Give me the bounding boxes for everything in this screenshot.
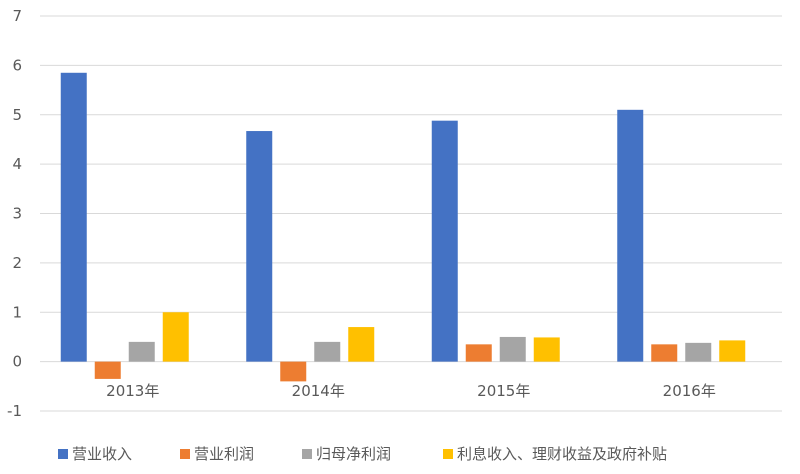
bar-1-2015年 (431, 120, 458, 362)
bar-4-2014年 (348, 327, 375, 362)
y-tick-label: -1 (7, 402, 22, 420)
bar-1-2014年 (246, 131, 273, 362)
bar-2-2014年 (280, 361, 307, 382)
legend: 营业收入 营业利润 归母净利润 利息收入、理财收益及政府补贴 (58, 445, 667, 463)
bar-1-2013年 (60, 72, 87, 362)
x-axis-ticks: 2013年 2014年 2015年 2016年 (106, 382, 716, 400)
y-axis-ticks: -1 0 1 2 3 4 5 6 7 (7, 7, 22, 420)
bar-4-2015年 (533, 337, 560, 362)
y-tick-label: 2 (12, 254, 22, 272)
legend-swatch (302, 449, 312, 459)
y-tick-label: 5 (12, 106, 22, 124)
bar-2-2013年 (94, 361, 121, 379)
bar-4-2016年 (719, 340, 746, 362)
y-tick-label: 6 (12, 56, 22, 74)
x-tick-label: 2013年 (106, 382, 159, 400)
x-tick-label: 2014年 (292, 382, 345, 400)
legend-label: 营业利润 (194, 445, 254, 463)
legend-label: 营业收入 (72, 445, 132, 463)
y-tick-label: 7 (12, 7, 22, 25)
legend-swatch (58, 449, 68, 459)
x-tick-label: 2015年 (477, 382, 530, 400)
bar-1-2016年 (617, 109, 644, 362)
legend-swatch (443, 449, 453, 459)
x-tick-label: 2016年 (663, 382, 716, 400)
y-tick-label: 0 (12, 353, 22, 371)
y-tick-label: 1 (12, 303, 22, 321)
y-tick-label: 4 (12, 155, 22, 173)
bar-3-2016年 (685, 342, 712, 362)
legend-swatch (180, 449, 190, 459)
bar-2-2016年 (651, 344, 678, 362)
bar-4-2013年 (162, 312, 189, 362)
bar-3-2014年 (314, 341, 341, 362)
bar-3-2013年 (128, 341, 155, 362)
legend-label: 归母净利润 (316, 445, 391, 463)
bar-3-2015年 (499, 336, 526, 362)
bars (60, 72, 746, 382)
legend-label: 利息收入、理财收益及政府补贴 (457, 445, 667, 463)
bar-2-2015年 (465, 344, 492, 362)
y-tick-label: 3 (12, 205, 22, 223)
